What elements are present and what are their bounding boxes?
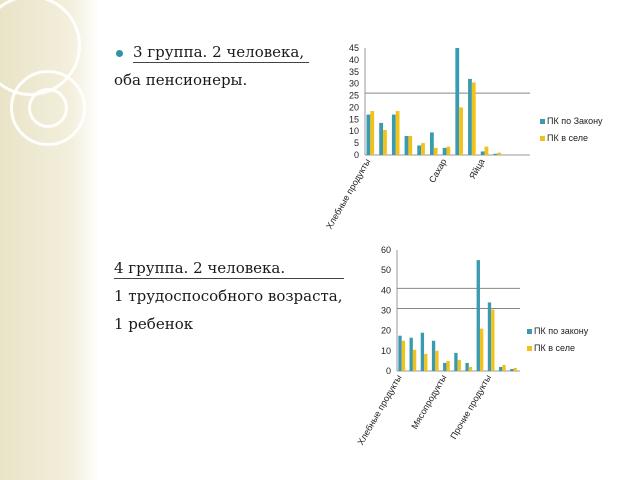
bar-series1 [409, 337, 413, 371]
y-tick-label: 20 [381, 326, 391, 336]
group4-heading-underline [114, 278, 344, 279]
y-tick-label: 30 [381, 306, 391, 316]
legend-swatch [527, 346, 532, 351]
decorative-ring-small [28, 88, 68, 128]
bar-series2 [497, 152, 502, 155]
y-tick-label: 40 [349, 55, 359, 65]
bar-series2 [491, 309, 495, 371]
bar-series1 [468, 78, 472, 155]
bar-series2 [446, 360, 450, 371]
decorative-ring-medium [10, 70, 86, 146]
group3-line2: оба пенсионеры. [114, 71, 248, 89]
y-tick-label: 45 [349, 43, 359, 53]
y-tick-label: 35 [349, 67, 359, 77]
legend-swatch [540, 119, 545, 124]
x-category-label: Хлебные продукты [355, 373, 403, 447]
y-tick-label: 5 [354, 138, 359, 148]
bar-series2 [433, 147, 438, 155]
legend-swatch [527, 329, 532, 334]
bar-series1 [429, 132, 434, 155]
bar-series1 [366, 114, 371, 155]
x-category-label: Прочие продукты [448, 373, 493, 441]
bar-series2 [383, 130, 387, 155]
bar-series2 [446, 146, 451, 155]
y-tick-label: 10 [349, 126, 359, 136]
bar-series2 [421, 143, 425, 155]
bar-series1 [442, 147, 447, 155]
y-tick-label: 10 [381, 346, 391, 356]
y-tick-label: 50 [381, 265, 391, 275]
y-tick-label: 0 [386, 366, 391, 376]
bar-series1 [510, 368, 514, 371]
bar-series2 [513, 367, 517, 371]
bar-series2 [484, 146, 489, 155]
bar-series1 [398, 335, 402, 371]
y-tick-label: 15 [349, 114, 359, 124]
bar-series2 [435, 350, 439, 371]
bar-series1 [476, 260, 480, 371]
group4-heading: 4 группа. 2 человека. [114, 259, 286, 277]
bar-series2 [468, 366, 473, 371]
bar-series2 [471, 82, 476, 155]
y-tick-label: 60 [381, 245, 391, 255]
group3-heading: 3 группа. 2 человека, [133, 43, 305, 61]
bar-series1 [431, 340, 436, 371]
legend-label: ПК по закону [534, 326, 589, 336]
legend-swatch [540, 136, 545, 141]
bar-series1 [420, 332, 425, 371]
bar-series2 [412, 349, 417, 371]
legend-label: ПК по Закону [547, 116, 603, 126]
bar-series1 [455, 48, 460, 155]
bar-series1 [480, 151, 485, 155]
bar-series1 [443, 362, 447, 371]
bar-series2 [459, 107, 463, 155]
y-tick-label: 0 [354, 150, 359, 160]
y-tick-label: 25 [349, 91, 359, 101]
bar-series2 [408, 135, 413, 155]
bar-series1 [454, 352, 458, 371]
bar-series2 [502, 364, 506, 371]
bar-series1 [379, 122, 384, 155]
y-tick-label: 30 [349, 79, 359, 89]
bar-series1 [417, 145, 422, 155]
bar-series1 [404, 135, 409, 155]
bar-series2 [424, 353, 428, 371]
bar-series1 [498, 366, 503, 371]
bar-series1 [465, 362, 469, 371]
group3-heading-underline [133, 62, 309, 63]
decorative-sidebar [0, 0, 100, 480]
group4-line3: 1 ребенок [114, 315, 194, 333]
y-tick-label: 20 [349, 102, 359, 112]
y-tick-label: 40 [381, 285, 391, 295]
legend-label: ПК в селе [534, 343, 575, 353]
bar-series1 [391, 114, 396, 155]
legend-label: ПК в селе [547, 133, 588, 143]
bar-series2 [479, 328, 484, 371]
bar-series2 [401, 340, 406, 371]
x-category-label: Мясопродукты [409, 373, 448, 431]
bar-series1 [487, 302, 492, 371]
bar-series1 [493, 153, 498, 155]
bar-series2 [395, 111, 400, 155]
group4-line2: 1 трудоспособного возраста, [114, 287, 343, 305]
bullet-point-icon [116, 50, 123, 57]
bar-series2 [370, 111, 375, 155]
bar-series2 [457, 359, 461, 371]
